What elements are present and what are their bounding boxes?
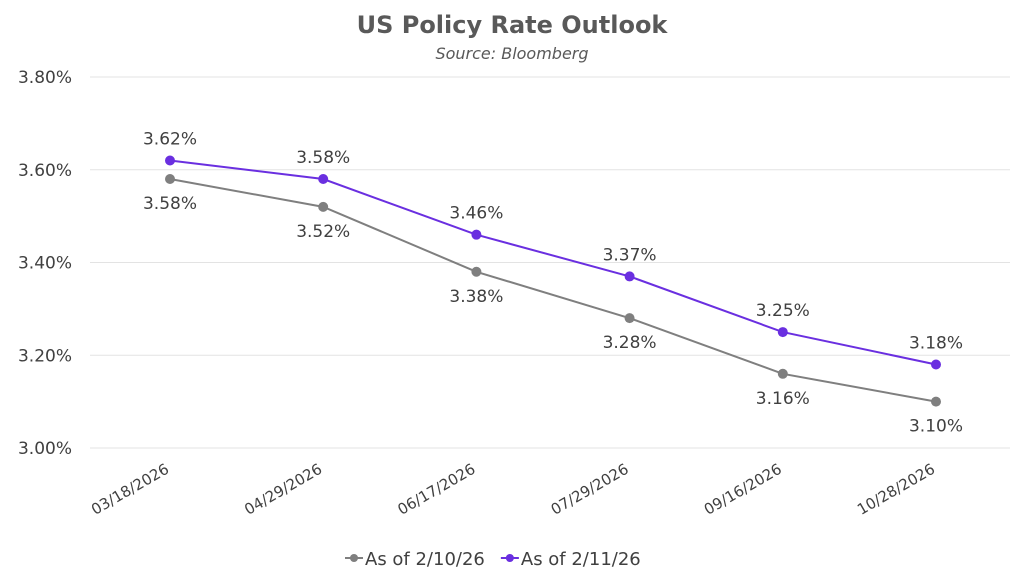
y-tick-label: 3.60% — [18, 161, 72, 181]
data-label: 3.52% — [296, 222, 350, 242]
chart-title: US Policy Rate Outlook — [357, 11, 669, 39]
y-tick-label: 3.00% — [18, 439, 72, 459]
data-label: 3.10% — [909, 417, 963, 437]
data-point — [777, 327, 788, 338]
x-tick-label: 09/16/2026 — [701, 460, 785, 519]
data-label: 3.25% — [756, 301, 810, 321]
legend-marker — [505, 554, 514, 562]
series-as-of-2-11-26: 3.62% 3.58% 3.46% 3.37% 3.25% 3.18% — [143, 129, 963, 370]
data-point — [624, 313, 635, 324]
data-label: 3.58% — [296, 148, 350, 168]
chart-subtitle: Source: Bloomberg — [435, 44, 588, 63]
y-tick-label: 3.20% — [18, 346, 72, 366]
data-point — [777, 368, 788, 379]
series-line — [169, 159, 937, 366]
data-point — [165, 155, 175, 166]
data-point — [471, 266, 482, 277]
legend-item: As of 2/10/26 — [345, 549, 485, 570]
data-point — [165, 174, 175, 185]
data-point — [318, 174, 329, 185]
data-point — [931, 396, 941, 407]
y-tick-label: 3.40% — [18, 254, 72, 274]
x-tick-label: 03/18/2026 — [88, 460, 172, 519]
data-label: 3.37% — [603, 245, 657, 265]
data-point — [318, 201, 329, 212]
x-tick-label: 04/29/2026 — [241, 460, 325, 519]
data-label: 3.58% — [143, 194, 197, 214]
data-point — [471, 229, 482, 240]
data-label: 3.28% — [603, 333, 657, 353]
legend-item: As of 2/11/26 — [500, 549, 641, 570]
series-as-of-2-10-26: 3.58% 3.52% 3.38% 3.28% 3.16% 3.10% — [143, 174, 963, 437]
data-label: 3.18% — [909, 334, 963, 354]
legend-label: As of 2/11/26 — [521, 549, 641, 570]
x-tick-label: 10/28/2026 — [854, 460, 938, 519]
data-label: 3.62% — [143, 129, 197, 149]
legend-marker — [350, 554, 358, 562]
data-label: 3.16% — [756, 389, 810, 409]
data-label: 3.38% — [449, 287, 503, 307]
y-tick-label: 3.80% — [18, 68, 72, 88]
data-label: 3.46% — [449, 204, 503, 224]
x-tick-label: 07/29/2026 — [548, 460, 632, 519]
series-line — [169, 178, 937, 403]
legend-label: As of 2/10/26 — [365, 549, 485, 570]
data-point — [624, 271, 635, 282]
x-tick-label: 06/17/2026 — [395, 460, 479, 519]
data-point — [931, 359, 941, 370]
